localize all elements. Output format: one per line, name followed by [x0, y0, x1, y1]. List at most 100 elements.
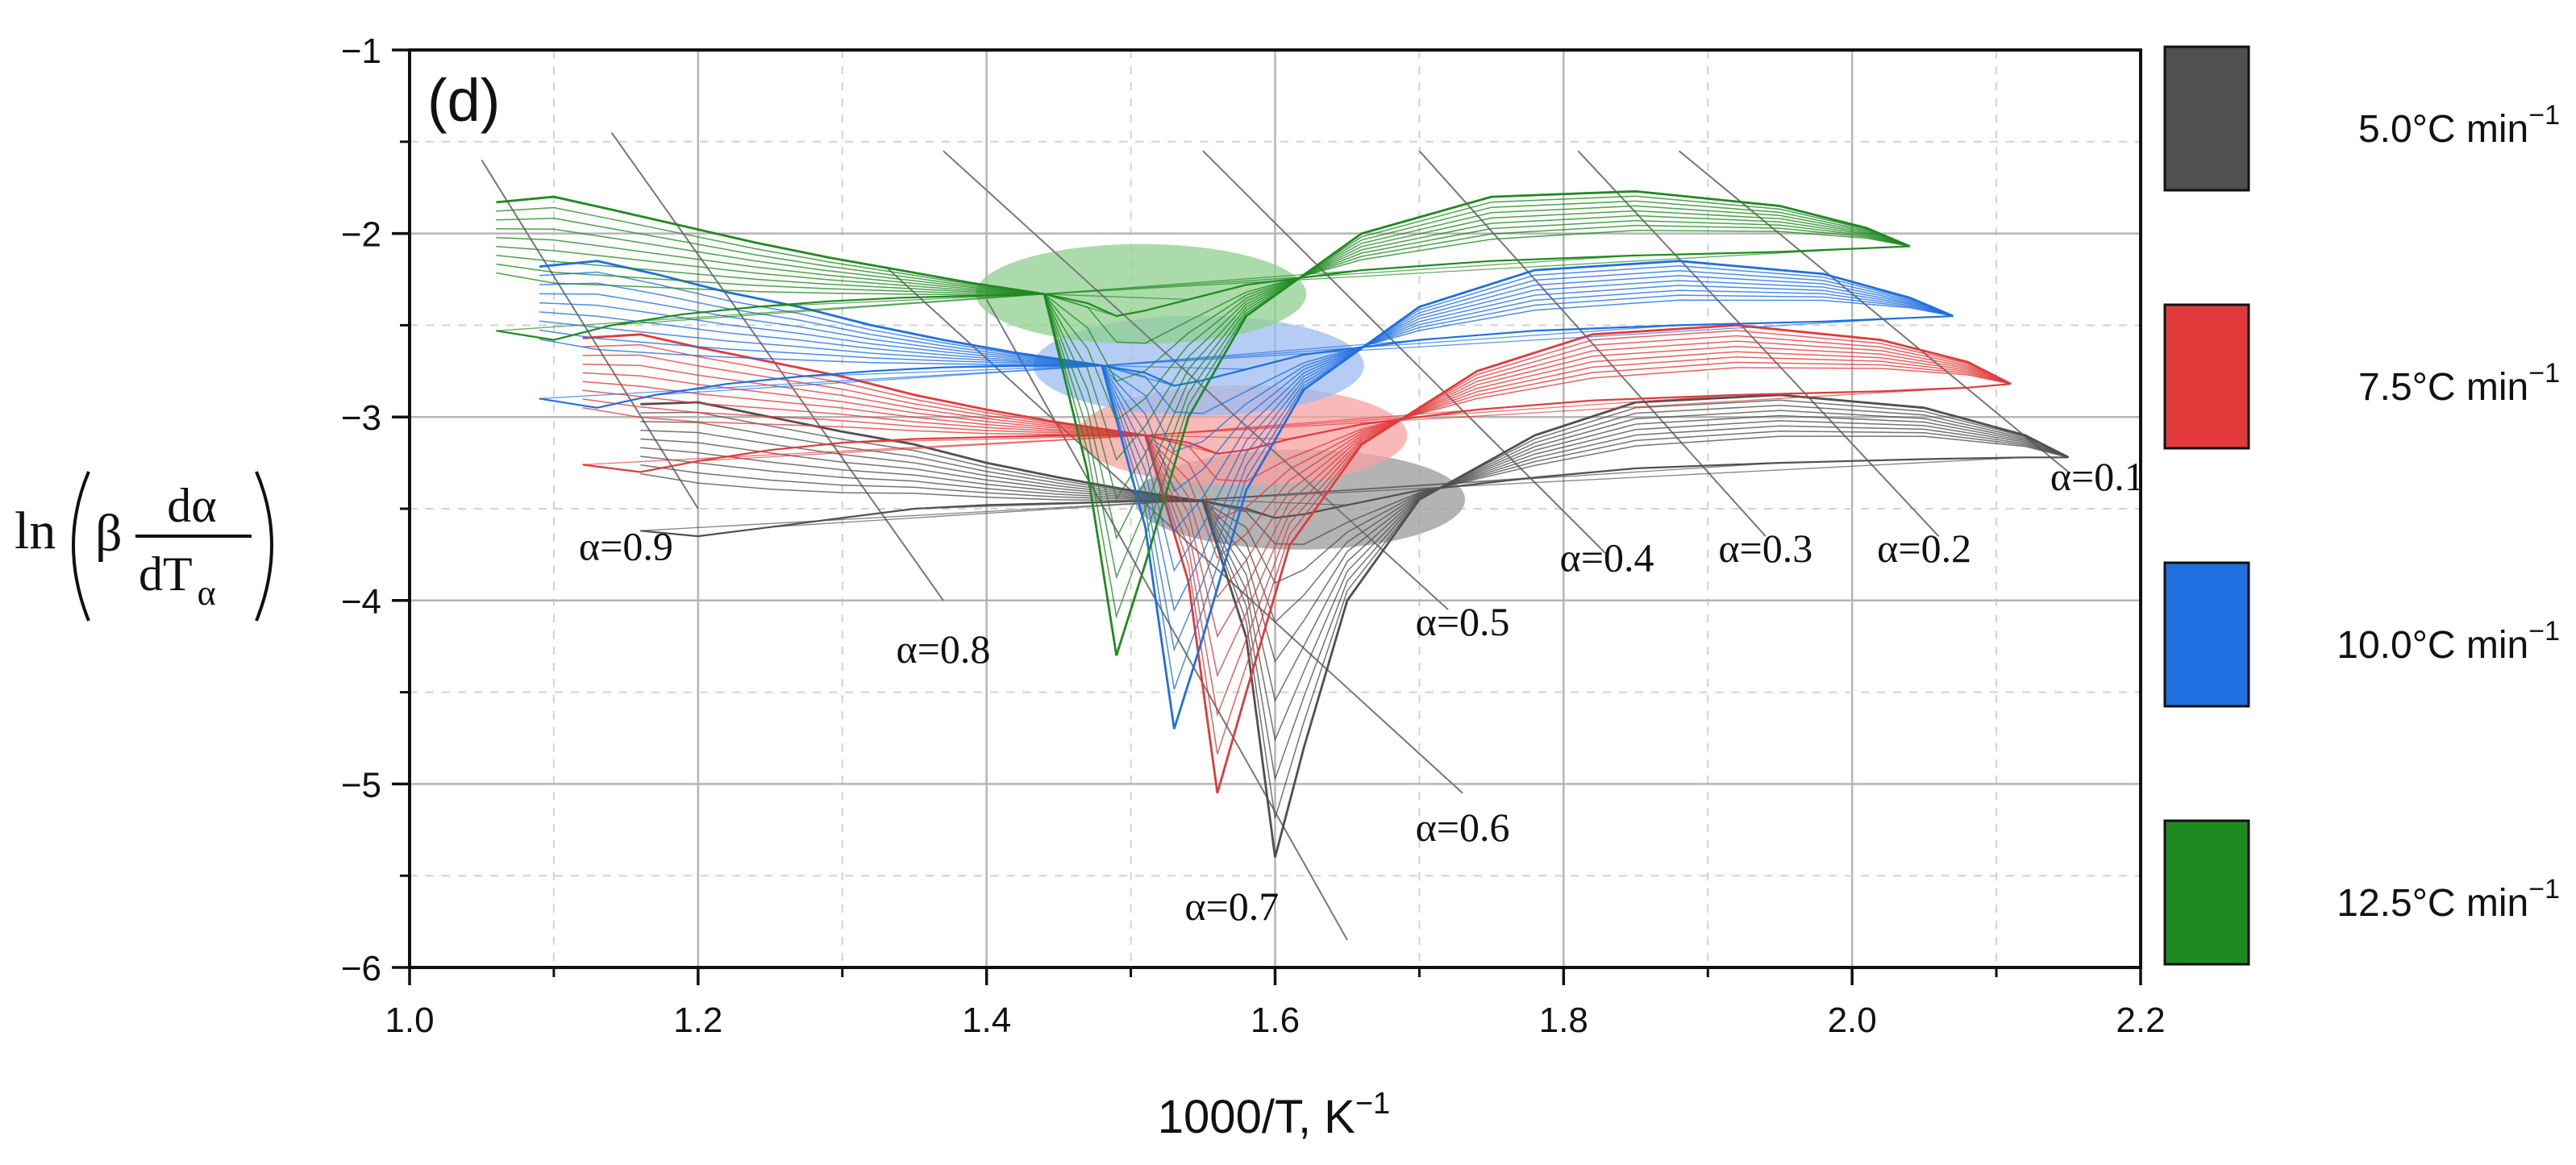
- series-line: [640, 420, 2069, 664]
- series-line: [582, 335, 2012, 718]
- legend-label-text: 12.5°C min: [2337, 882, 2528, 925]
- x-tick-label: 1.0: [385, 1001, 434, 1040]
- plot-area: α=0.1 α=0.2 α=0.3 α=0.4 α=0.5 α=0.6 α=0.7 α=0.8…: [341, 31, 2166, 1040]
- iso-line-label: α=0.4: [1560, 535, 1654, 580]
- iso-line-label: α=0.8: [897, 626, 991, 672]
- series-ray: [1044, 269, 1362, 295]
- series-line: [640, 404, 2069, 780]
- y-tick-label: −4: [341, 582, 381, 622]
- series-line: [582, 361, 2012, 520]
- x-tick-label: 1.2: [673, 1001, 722, 1040]
- series-line: [496, 189, 1911, 656]
- series-line: [539, 270, 1954, 652]
- y-tick-label: −6: [341, 949, 381, 988]
- y-axis-title-denominator-text: dT: [139, 547, 193, 601]
- series-ray: [1203, 498, 1347, 506]
- series-ray: [611, 293, 1045, 327]
- series-ray: [1044, 293, 1117, 317]
- series-ray: [799, 364, 1102, 377]
- y-tick-label: −3: [341, 398, 381, 438]
- series-group: [496, 189, 1911, 656]
- y-axis-title: ln β dα dT α: [15, 471, 273, 622]
- series-line: [640, 414, 2069, 703]
- legend-label-text: 7.5°C min: [2358, 366, 2528, 409]
- legend-label-superscript: −1: [2528, 874, 2560, 905]
- series-line: [496, 200, 1910, 580]
- series-line: [582, 323, 2012, 794]
- y-axis-title-right-paren: [255, 471, 273, 622]
- tick-layer: 1.0 1.2 1.4 1.6 1.8 2.0 2.2 −1 −2 −3 −4 −5 −6: [341, 31, 2166, 1040]
- legend-label-superscript: −1: [2528, 616, 2560, 647]
- iso-line: [610, 131, 944, 601]
- series-ray: [1101, 364, 1246, 370]
- series-line: [640, 425, 2069, 624]
- series-line: [496, 214, 1910, 461]
- series-line: [640, 410, 2069, 743]
- series-line: [496, 205, 1910, 540]
- legend-label-text: 5.0°C min: [2358, 108, 2528, 151]
- series-line: [496, 210, 1910, 501]
- iso-line-label: α=0.2: [1877, 526, 1971, 571]
- legend-label-text: 10.0°C min: [2337, 624, 2528, 667]
- legend-label: 5.0°C min−1: [2358, 100, 2560, 151]
- series-line: [539, 265, 1954, 690]
- series-ray: [697, 435, 1146, 462]
- x-axis-title-text: 1000/T, K: [1158, 1091, 1355, 1143]
- series-layer: [496, 189, 2070, 858]
- series-ray: [1203, 456, 2025, 501]
- iso-line: [1418, 150, 1767, 537]
- series-line: [539, 275, 1954, 612]
- series-group: [539, 260, 1954, 730]
- series-line: [582, 351, 2012, 599]
- legend-label-superscript: −1: [2528, 100, 2560, 131]
- series-envelope: [496, 245, 1910, 341]
- series-ray: [539, 364, 1102, 400]
- y-tick-label: −5: [341, 765, 381, 805]
- y-tick-label: −2: [341, 215, 381, 255]
- iso-line: [985, 299, 1348, 941]
- series-line: [539, 299, 1954, 414]
- iso-line-label: α=0.5: [1416, 599, 1510, 644]
- legend-label-superscript: −1: [2528, 358, 2560, 389]
- y-axis-title-left-paren: [72, 471, 90, 622]
- series-line: [496, 224, 1910, 382]
- legend-swatch: [2163, 819, 2250, 966]
- series-ray: [1145, 394, 1737, 436]
- iso-line: [1577, 150, 1940, 537]
- series-envelope: [582, 383, 2012, 473]
- legend-swatch: [2163, 561, 2250, 708]
- x-tick-label: 1.8: [1539, 1001, 1588, 1040]
- iso-line-label: α=0.9: [579, 524, 673, 569]
- x-tick-label: 2.2: [2116, 1001, 2165, 1040]
- series-line: [640, 393, 2070, 858]
- iso-line-label: α=0.3: [1718, 526, 1812, 571]
- y-axis-title-numerator: dα: [167, 479, 216, 532]
- y-axis-title-ln: ln: [15, 501, 56, 560]
- series-line: [582, 330, 2012, 755]
- series-ray: [655, 364, 1102, 396]
- y-tick-label: −1: [341, 31, 381, 71]
- x-tick-label: 1.6: [1251, 1001, 1300, 1040]
- series-ray: [755, 293, 1045, 308]
- series-line: [539, 260, 1954, 730]
- iso-line-label: α=0.7: [1184, 884, 1279, 929]
- iso-line: [1202, 150, 1608, 555]
- series-line: [640, 430, 2069, 585]
- series-line: [496, 229, 1910, 344]
- legend: 5.0°C min−17.5°C min−110.0°C min−112.5°C…: [2163, 45, 2560, 966]
- series-line: [582, 367, 2012, 482]
- series-line: [582, 345, 2012, 639]
- legend-swatch: [2163, 303, 2250, 450]
- series-ray: [1101, 339, 1420, 367]
- panel-label: (d): [427, 67, 500, 134]
- series-line: [539, 289, 1954, 493]
- series-line: [582, 356, 2012, 560]
- legend-swatch: [2163, 45, 2250, 192]
- series-ray: [770, 498, 1204, 528]
- series-envelope: [539, 314, 1954, 409]
- series-ray: [1044, 248, 1867, 295]
- iso-line: [943, 150, 1449, 610]
- x-tick-label: 1.4: [962, 1001, 1011, 1040]
